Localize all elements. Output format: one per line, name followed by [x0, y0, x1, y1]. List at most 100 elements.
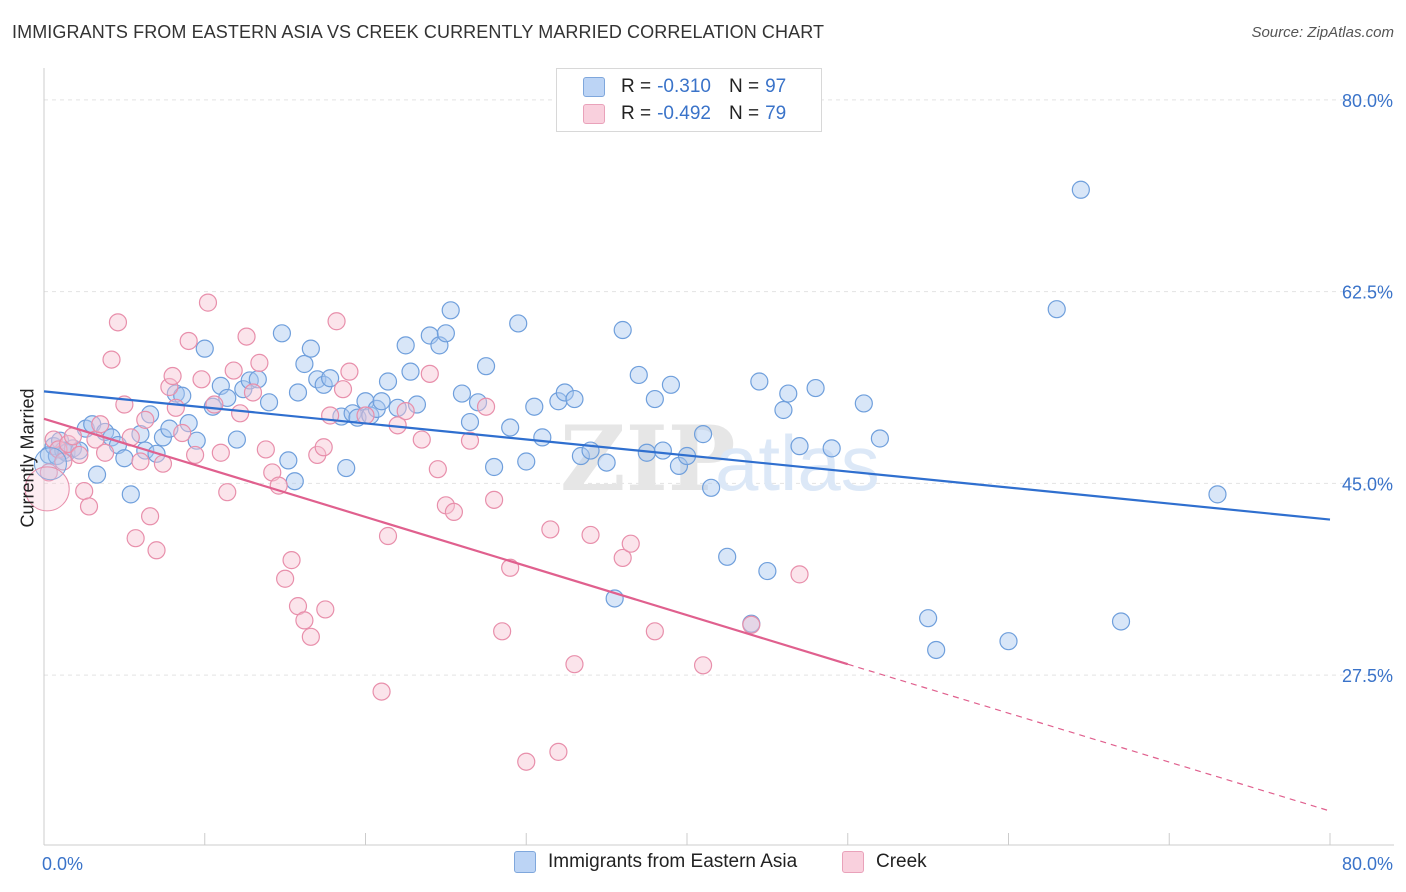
eastern-asia-point	[774, 400, 793, 420]
creek-point	[541, 520, 560, 539]
eastern-asia-point	[321, 369, 340, 388]
creek-point	[517, 752, 536, 771]
creek-point	[102, 350, 121, 369]
creek-point	[613, 548, 632, 568]
creek-point	[276, 569, 295, 588]
creek-point	[237, 327, 256, 346]
eastern-asia-point	[140, 405, 160, 424]
creek-point	[198, 293, 218, 312]
correlation-legend: R = -0.310 N = 97 R = -0.492 N = 79	[556, 68, 822, 132]
y-tick-label: 62.5%	[1342, 283, 1393, 303]
eastern-asia-point	[401, 362, 420, 381]
eastern-asia-point	[1208, 485, 1227, 504]
creek-point	[231, 404, 250, 423]
creek-point	[136, 410, 155, 429]
creek-point	[581, 525, 600, 545]
creek-point	[333, 380, 353, 399]
creek-point	[126, 529, 145, 548]
eastern-asia-point	[441, 301, 460, 320]
eastern-asia-point	[533, 428, 552, 447]
creek-point	[205, 395, 224, 414]
y-tick-label: 27.5%	[1342, 666, 1393, 686]
eastern-asia-point	[372, 392, 391, 411]
eastern-asia-point	[301, 339, 320, 358]
eastern-asia-point	[195, 339, 214, 358]
eastern-asia-point	[509, 314, 528, 333]
x-tick-label: 80.0%	[1342, 854, 1393, 874]
creek-point	[428, 460, 447, 479]
eastern-asia-point	[919, 609, 938, 628]
chart-title: IMMIGRANTS FROM EASTERN ASIA VS CREEK CU…	[12, 22, 825, 42]
eastern-asia-point	[436, 324, 455, 343]
creek-point	[160, 377, 179, 397]
series-legend: Immigrants from Eastern Asia Creek	[0, 851, 1406, 879]
eastern-asia-trendline	[43, 390, 1331, 521]
eastern-asia-point	[613, 320, 632, 340]
eastern-asia-point	[718, 547, 737, 566]
creek-point	[372, 682, 391, 701]
creek-trendline-extension	[847, 663, 1331, 812]
eastern-asia-point	[33, 447, 67, 481]
creek-point	[693, 656, 713, 675]
eastern-asia-point	[1047, 300, 1066, 319]
eastern-asia-point	[227, 430, 246, 449]
series-label-creek: Creek	[876, 851, 927, 872]
eastern-asia-point	[279, 451, 298, 470]
creek-point	[412, 430, 431, 449]
eastern-asia-point	[288, 383, 308, 402]
creek-point	[147, 541, 166, 560]
eastern-asia-point	[420, 326, 439, 345]
eastern-asia-point	[854, 394, 873, 413]
eastern-asia-point	[452, 384, 472, 403]
creek-point	[95, 443, 115, 462]
creek-point	[301, 627, 320, 646]
eastern-asia-point	[485, 457, 504, 477]
creek-point	[742, 615, 761, 634]
eastern-asia-point	[87, 465, 107, 484]
eastern-asia-point	[407, 395, 427, 414]
creek-point	[485, 490, 504, 509]
watermark-atlas: atlas	[715, 419, 880, 507]
eastern-asia-point	[285, 472, 304, 491]
eastern-asia-point	[525, 397, 544, 416]
eastern-asia-point	[702, 478, 721, 497]
creek-point	[460, 431, 480, 450]
creek-point	[166, 398, 185, 417]
eastern-asia-point	[314, 375, 333, 394]
legend-r-value: -0.492	[657, 103, 711, 124]
creek-point	[224, 361, 243, 380]
legend-r-label: R =	[621, 76, 652, 97]
eastern-asia-point	[999, 632, 1018, 651]
eastern-asia-point	[295, 354, 314, 374]
creek-point	[378, 526, 398, 546]
series-label-eastern-asia: Immigrants from Eastern Asia	[548, 851, 798, 872]
creek-point	[211, 443, 230, 462]
creek-point	[420, 364, 439, 383]
creek-point	[39, 463, 58, 482]
eastern-asia-point	[653, 441, 672, 460]
y-tick-label: 45.0%	[1342, 474, 1393, 494]
eastern-asia-point	[870, 429, 890, 448]
eastern-asia-point	[115, 449, 134, 468]
creek-point	[70, 445, 89, 465]
eastern-asia-point	[272, 324, 292, 343]
creek-point	[295, 611, 314, 630]
creek-point	[549, 742, 568, 761]
creek-point	[108, 313, 128, 332]
creek-point	[54, 452, 73, 471]
creek-point	[645, 622, 664, 641]
eastern-asia-point	[179, 414, 198, 433]
x-tick-label: 0.0%	[42, 854, 83, 874]
eastern-asia-point	[565, 389, 584, 409]
creek-point	[621, 534, 640, 553]
creek-point	[282, 551, 301, 570]
series-swatch-pink	[842, 851, 864, 873]
eastern-asia-point	[645, 389, 664, 409]
creek-point	[24, 466, 70, 512]
legend-swatch-blue	[583, 77, 605, 97]
creek-point	[75, 481, 94, 501]
eastern-asia-point	[460, 412, 480, 432]
eastern-asia-point	[661, 375, 681, 394]
creek-point	[476, 397, 496, 416]
